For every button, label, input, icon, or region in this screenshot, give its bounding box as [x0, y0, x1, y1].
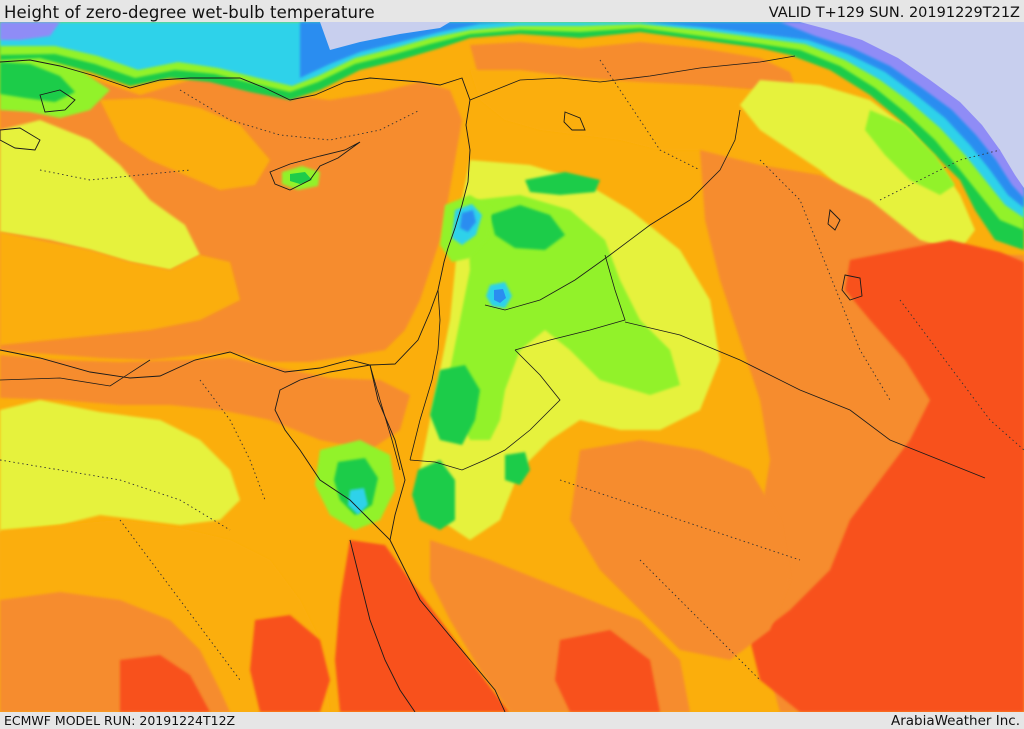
country-borders: [0, 55, 986, 479]
field-hermon-blue: [494, 289, 506, 303]
header-bar: Height of zero-degree wet-bulb temperatu…: [0, 0, 1024, 22]
credit-label: ArabiaWeather Inc.: [890, 713, 1020, 729]
egypt-israel-border: [369, 364, 401, 471]
turkey-syria-border: [469, 55, 796, 101]
field-jordan-green: [430, 365, 480, 445]
field-west-med-yellow: [0, 120, 200, 270]
field-levant-green-2: [525, 172, 600, 195]
syria-iraq-border: [484, 109, 741, 311]
coastlines: [0, 59, 863, 712]
field-west-med-amber: [0, 232, 240, 345]
iraq-saudi-border: [624, 321, 986, 479]
saudi-province-2: [639, 559, 761, 681]
field-north-iraq-yellow: [740, 80, 975, 250]
footer-bar: ECMWF MODEL RUN: 20191224T12Z ArabiaWeat…: [0, 712, 1024, 729]
field-east-red: [750, 240, 1024, 712]
assad-lake: [563, 111, 586, 131]
weather-map: [0, 22, 1024, 712]
field-negev-green: [412, 460, 455, 530]
field-red-sea-red: [335, 540, 510, 712]
field-egypt-yellow: [0, 400, 240, 532]
field-west-med-amber-2: [100, 98, 270, 190]
model-run-label: ECMWF MODEL RUN: 20191224T12Z: [4, 713, 236, 728]
east-med-coast: [0, 59, 471, 379]
field-levant-lime: [450, 195, 680, 440]
egypt-governorate-2: [119, 519, 241, 681]
aegean-island: [0, 127, 41, 151]
jordan-rift: [409, 289, 441, 461]
lake-coast-2: [841, 274, 863, 301]
saudi-province-1: [559, 479, 801, 561]
aegean-island-2: [39, 89, 76, 113]
field-aegean-green: [0, 62, 75, 102]
egypt-governorate-3: [199, 379, 266, 501]
map-canvas: [0, 22, 1024, 712]
valid-time-label: VALID T+129 SUN. 20191229T21Z: [768, 5, 1020, 21]
field-egypt-coast-orange: [0, 355, 410, 450]
field-jordan-green-2: [505, 452, 530, 485]
field-hejaz-red: [555, 630, 660, 712]
regional-borders: [0, 59, 1024, 681]
jordan-iraq-border: [514, 254, 626, 351]
sinai-coast: [274, 364, 406, 541]
field-black-sea-cold: [320, 22, 1024, 188]
red-sea-west-coast: [349, 539, 416, 712]
field-sinai-cyan: [348, 488, 368, 515]
field-levant-green-1: [490, 205, 565, 250]
iran-province-1: [899, 299, 1024, 451]
egypt-libya-border: [0, 359, 151, 387]
turkey-province-1: [179, 89, 421, 141]
field-cyprus-green: [290, 172, 312, 184]
field-black-sea-band-cyan: [0, 22, 1024, 218]
egypt-governorate-1: [0, 459, 231, 531]
lake-coast-1: [827, 209, 841, 231]
turkey-province-2: [599, 59, 701, 171]
field-sudan-red: [120, 655, 210, 712]
map-title: Height of zero-degree wet-bulb temperatu…: [4, 3, 375, 22]
sea-dotted-1: [39, 169, 191, 181]
jordan-saudi-border: [409, 349, 561, 471]
cyprus-coast: [269, 141, 361, 191]
field-egypt-south-red: [250, 615, 330, 712]
red-sea-east-coast: [389, 539, 506, 712]
field-lebanon-blue: [460, 210, 476, 232]
field-nejd-orange: [570, 440, 790, 660]
